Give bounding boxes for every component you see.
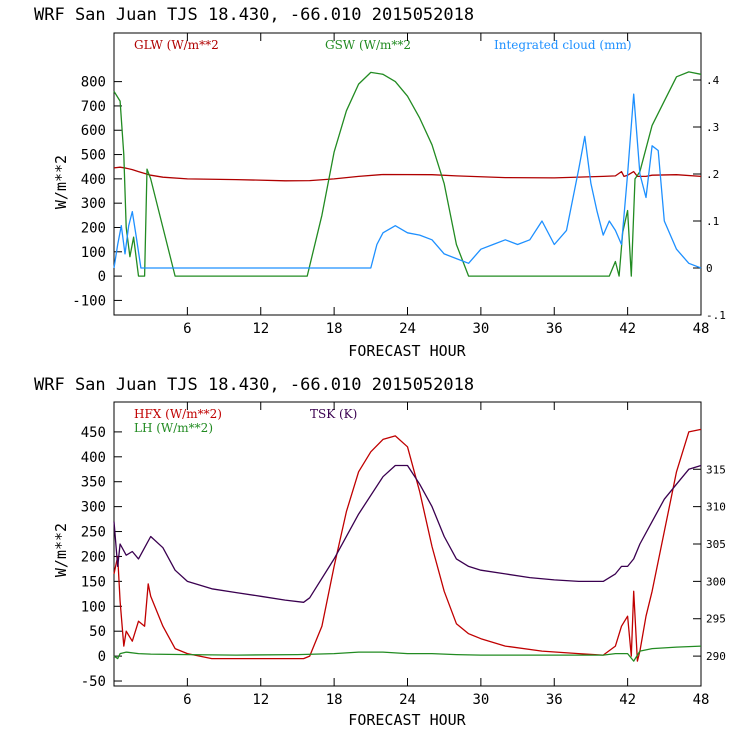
y2-tick-label: 290 xyxy=(706,650,726,663)
series-line-hfx xyxy=(113,428,702,662)
x-tick-label: 42 xyxy=(619,321,636,337)
x-tick-label: 42 xyxy=(619,692,636,708)
x-tick-label: 6 xyxy=(183,321,191,337)
x-tick-label: 18 xyxy=(326,321,343,337)
x-tick-label: 30 xyxy=(472,321,489,337)
y2-tick-label: .1 xyxy=(706,215,719,228)
chart-title: WRF San Juan TJS 18.430, -66.010 2015052… xyxy=(34,5,474,25)
series-line-tsk xyxy=(113,464,702,603)
y-tick-label: 300 xyxy=(81,196,106,212)
y2-tick-label: .4 xyxy=(706,74,720,87)
x-tick-label: 12 xyxy=(252,321,269,337)
x-tick-label: 36 xyxy=(546,321,563,337)
x-tick-label: 18 xyxy=(326,692,343,708)
series-group xyxy=(113,71,702,277)
y-tick-label: 100 xyxy=(81,245,106,261)
series-line-gsw xyxy=(113,71,702,277)
x-tick-label: 36 xyxy=(546,692,563,708)
y2-tick-label: .2 xyxy=(706,168,719,181)
y-tick-label: 800 xyxy=(81,75,106,91)
y2-tick-label: .3 xyxy=(706,121,719,134)
x-axis-label: FORECAST HOUR xyxy=(348,711,466,729)
x-axis-label: FORECAST HOUR xyxy=(348,342,466,360)
y2-tick-label: 300 xyxy=(706,575,726,588)
y-tick-label: 250 xyxy=(81,525,106,541)
chart-panel-2: WRF San Juan TJS 18.430, -66.010 2015052… xyxy=(34,375,726,729)
x-tick-label: 12 xyxy=(252,692,269,708)
y-tick-label: 400 xyxy=(81,450,106,466)
y-axis-label: W/m**2 xyxy=(52,523,70,577)
y2-tick-label: 295 xyxy=(706,613,726,626)
legend-entry-hfx: HFX (W/m**2) xyxy=(134,407,222,421)
y-tick-label: 350 xyxy=(81,475,106,491)
y2-tick-label: 0 xyxy=(706,262,713,275)
y-tick-label: 300 xyxy=(81,500,106,516)
series-group xyxy=(113,428,702,662)
y-tick-label: 100 xyxy=(81,599,106,615)
legend-entry-tsk: TSK (K) xyxy=(310,407,357,421)
y-tick-label: 600 xyxy=(81,123,106,139)
legend-entry-lh: LH (W/m**2) xyxy=(134,421,213,435)
y-tick-label: 200 xyxy=(81,549,106,565)
y2-tick-label: 315 xyxy=(706,463,726,476)
axis-ticks: 6 12 18 24 30 36 42 48 -100 0 100 200 300 400 500 600 70… xyxy=(72,33,726,337)
series-line-cloud xyxy=(113,93,702,269)
y-tick-label: 0 xyxy=(98,269,106,285)
y2-tick-label: 310 xyxy=(706,501,726,514)
legend-entry-glw: GLW (W/m**2 xyxy=(134,38,219,52)
legend-entry-gsw: GSW (W/m**2 xyxy=(325,38,411,52)
plot-frame xyxy=(113,401,702,687)
y-tick-label: 150 xyxy=(81,574,106,590)
y-tick-label: -50 xyxy=(81,674,106,690)
y-tick-label: 400 xyxy=(81,172,106,188)
y-tick-label: 700 xyxy=(81,99,106,115)
x-tick-label: 48 xyxy=(693,321,710,337)
y-axis-label: W/m**2 xyxy=(52,155,70,209)
y-tick-label: 500 xyxy=(81,148,106,164)
series-line-lh xyxy=(113,645,702,662)
x-tick-label: 6 xyxy=(183,692,191,708)
chart-panel-1: WRF San Juan TJS 18.430, -66.010 2015052… xyxy=(34,5,726,360)
y2-tick-label: -.1 xyxy=(706,309,726,322)
y-tick-label: 450 xyxy=(81,425,106,441)
y-tick-label: 200 xyxy=(81,220,106,236)
x-tick-label: 24 xyxy=(399,321,416,337)
y-tick-label: -100 xyxy=(72,293,106,309)
y-tick-label: 0 xyxy=(98,649,106,665)
axis-ticks: 6 12 18 24 30 36 42 48 -50 0 50 100 150 200 250 300 350 4… xyxy=(81,402,726,708)
y-tick-label: 50 xyxy=(89,624,106,640)
x-tick-label: 24 xyxy=(399,692,416,708)
legend-entry-cloud: Integrated cloud (mm) xyxy=(494,38,632,52)
x-tick-label: 48 xyxy=(693,692,710,708)
chart-title: WRF San Juan TJS 18.430, -66.010 2015052… xyxy=(34,375,474,395)
x-tick-label: 30 xyxy=(472,692,489,708)
y2-tick-label: 305 xyxy=(706,538,726,551)
series-line-glw xyxy=(113,166,702,182)
